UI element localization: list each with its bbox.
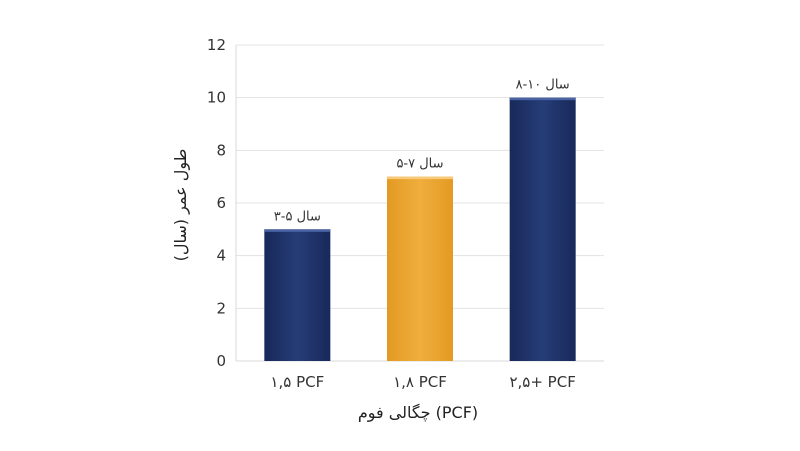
x-tick-label: ۱,۵ PCF: [270, 373, 324, 391]
bar-highlight: [264, 229, 331, 232]
labels: 0 2 4 6 8 10 12 ۳-۵ سال ۱,۵ PCF ۵-۷ سال ۱,۸ PCF ۸-۱…: [207, 36, 576, 391]
y-tick-label: 6: [216, 194, 226, 212]
x-tick-label: ۲,۵+ PCF: [509, 373, 575, 391]
y-tick-label: 0: [216, 352, 226, 370]
y-axis-title: طول عمر (سال): [171, 149, 191, 262]
y-tick-label: 4: [216, 247, 226, 265]
bar: [509, 97, 576, 362]
y-tick-label: 12: [207, 36, 226, 54]
y-tick-label: 2: [216, 299, 226, 317]
bar-highlight: [509, 97, 576, 101]
x-tick-label: ۱,۸ PCF: [393, 373, 447, 391]
bars: [264, 97, 576, 362]
x-axis-title: چگالی فوم (PCF): [358, 403, 478, 423]
y-tick-label: 10: [207, 89, 226, 107]
bar: [387, 176, 453, 361]
bar-data-label: ۳-۵ سال: [274, 209, 321, 224]
bar-highlight: [387, 176, 453, 180]
y-tick-label: 8: [216, 141, 226, 159]
bar: [264, 229, 331, 361]
bar-data-label: ۸-۱۰ سال: [516, 78, 570, 93]
bar-data-label: ۵-۷ سال: [396, 157, 443, 172]
